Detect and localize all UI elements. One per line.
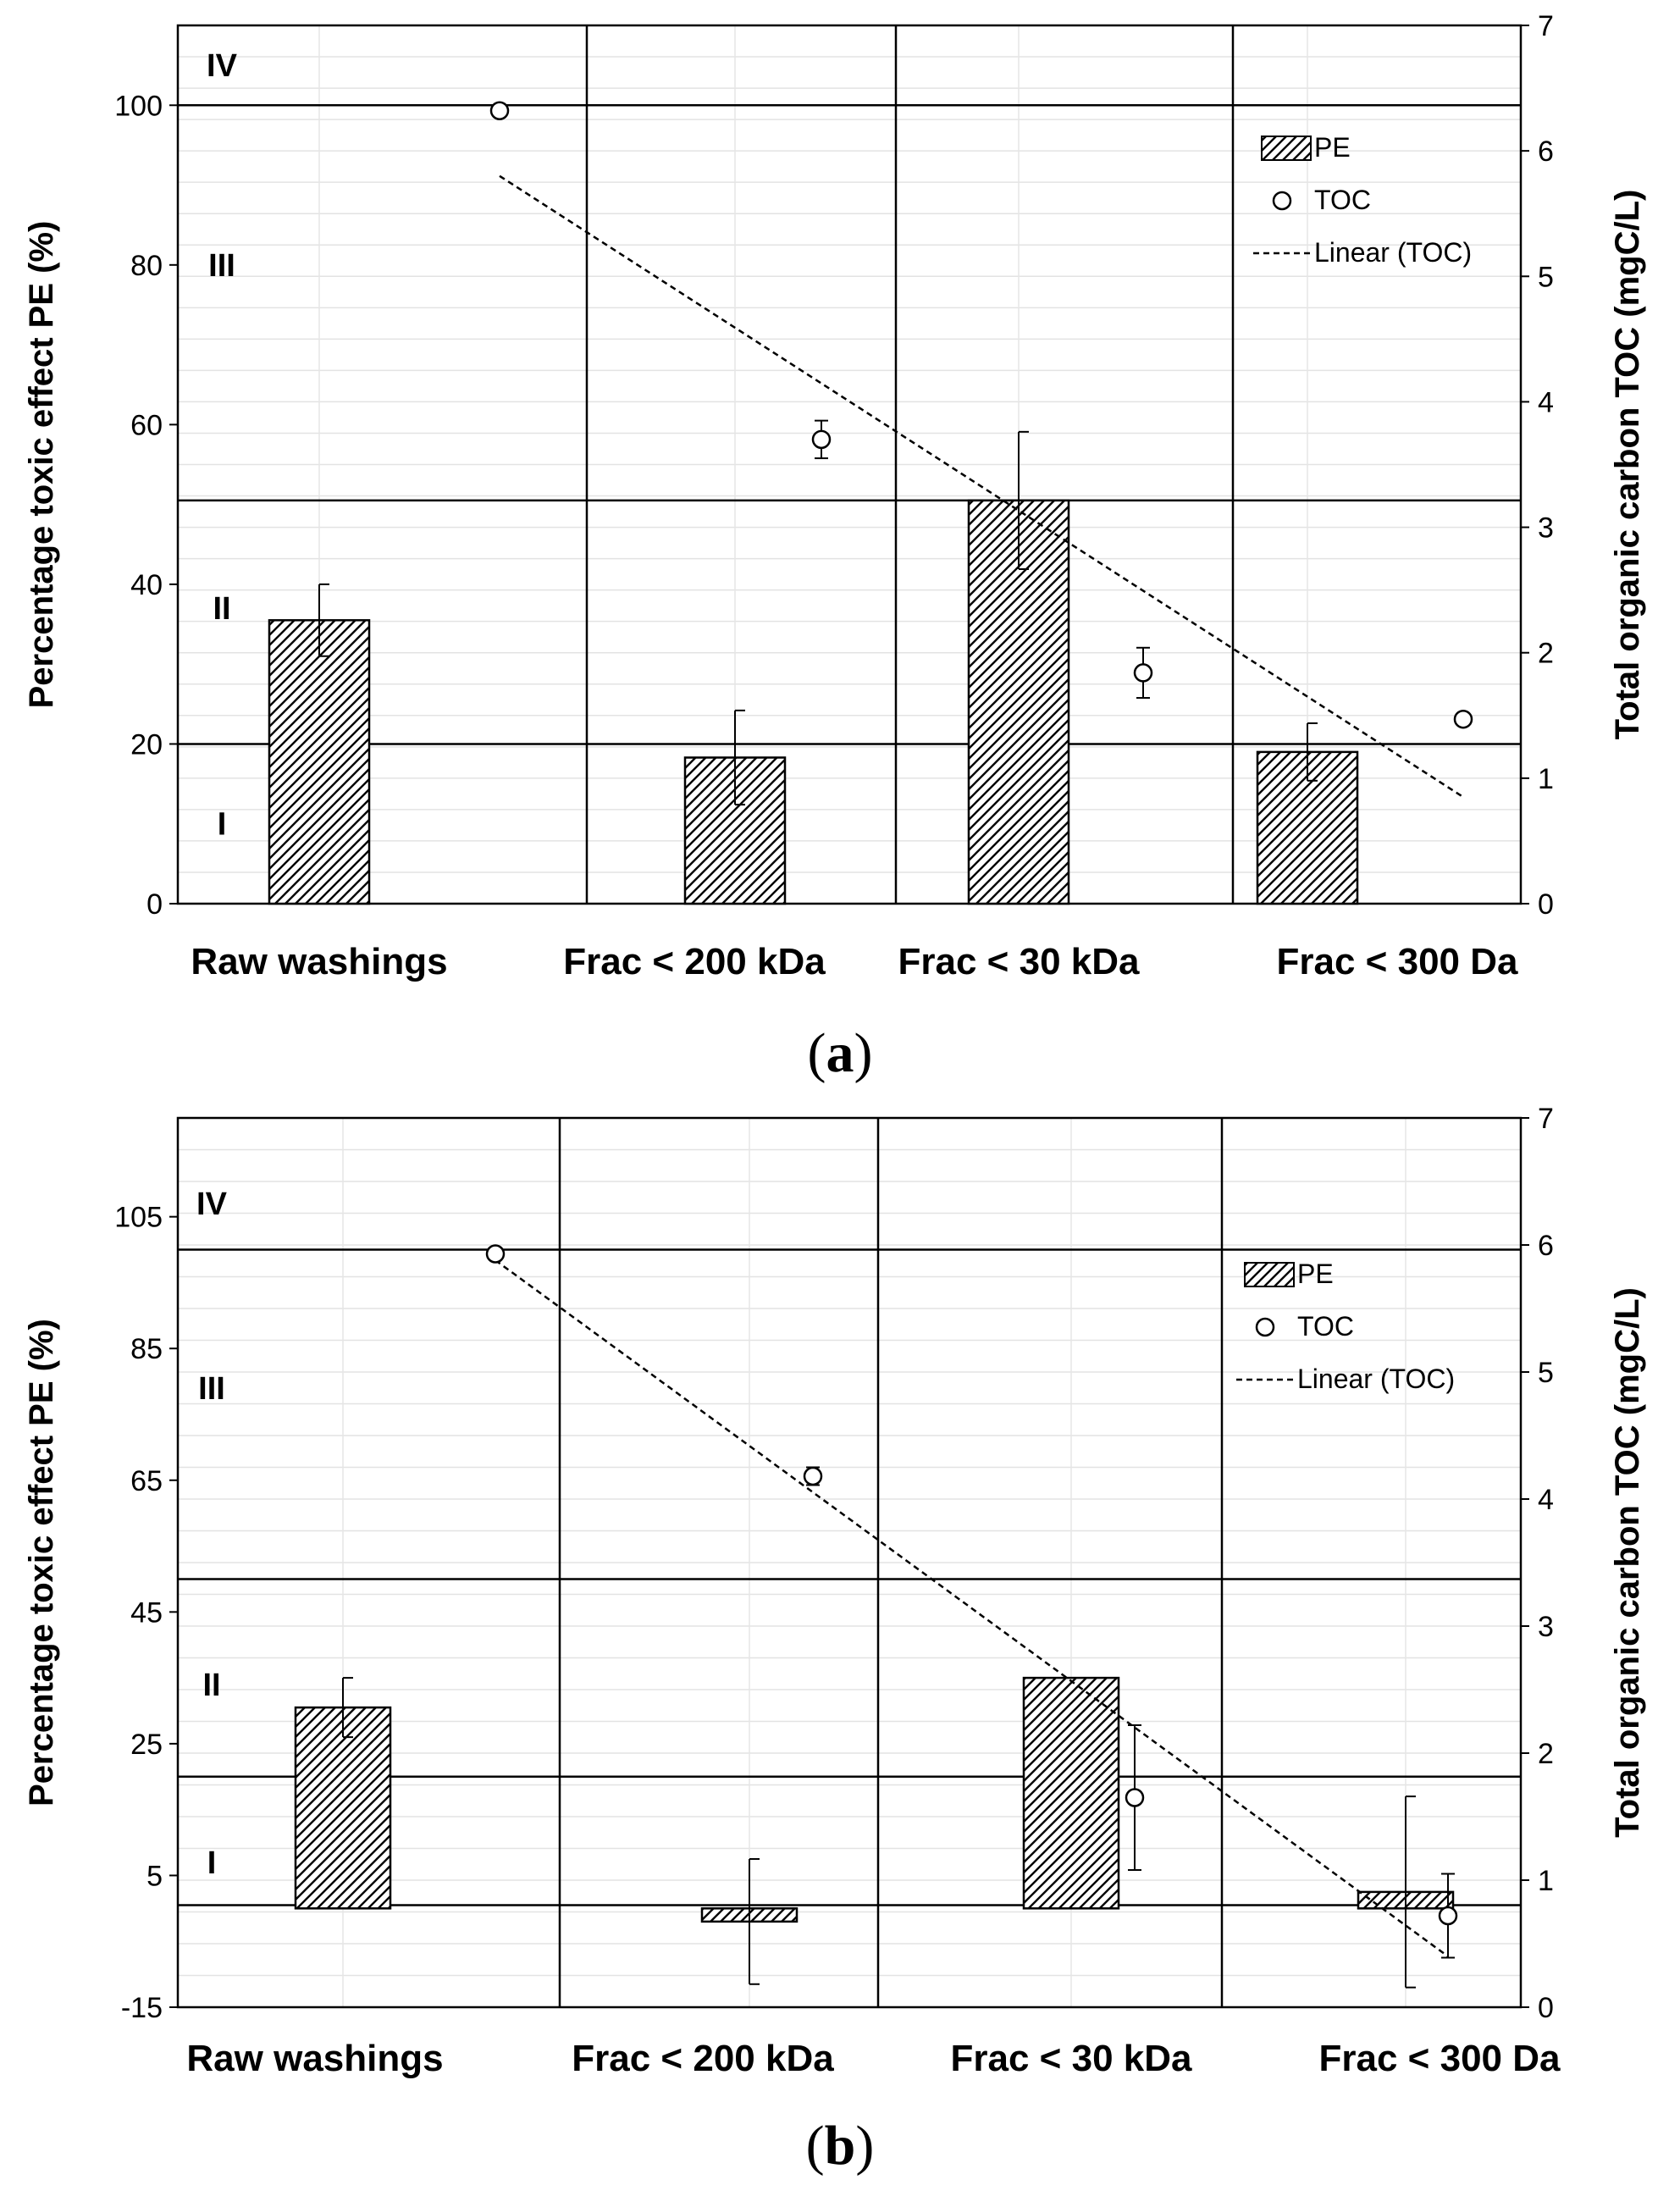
category-label: Frac < 200 kDa [563, 941, 826, 982]
y-tick-label: 0 [146, 888, 163, 921]
zone-label: IV [207, 48, 238, 84]
zone-label: I [218, 807, 227, 843]
y-tick-label: 105 [114, 1202, 163, 1234]
toc-linear-trendline [499, 174, 1464, 799]
y2-tick-label: 7 [1538, 1103, 1554, 1135]
legend-trendline-label: Linear (TOC) [1297, 1364, 1455, 1394]
plot-frame [176, 1116, 1522, 2009]
legend-toc-label: TOC [1297, 1311, 1354, 1342]
toc-point [1125, 1788, 1145, 1807]
toc-point [489, 101, 510, 120]
legend-toc-label: TOC [1314, 185, 1371, 215]
zone-label: I [207, 1845, 217, 1881]
y2-tick-label: 2 [1538, 638, 1554, 670]
legend-pe-label: PE [1314, 132, 1351, 163]
toc-point [1133, 663, 1153, 683]
y2-tick-label: 6 [1538, 1230, 1554, 1262]
y2-tick-label: 3 [1538, 1611, 1554, 1643]
panel-label: (b) [806, 2115, 875, 2177]
y-tick-label: 85 [130, 1333, 163, 1365]
y2-tick-label: 4 [1538, 1484, 1554, 1516]
y2-tick-label: 3 [1538, 512, 1554, 545]
legend-toc-marker [1272, 191, 1292, 211]
y-tick-label: -15 [121, 1992, 163, 2024]
y2-tick-label: 7 [1538, 10, 1554, 42]
pe-bar [1022, 1676, 1120, 1910]
category-label: Frac < 30 kDa [898, 941, 1140, 982]
zone-label: III [208, 248, 235, 284]
legend-toc-marker [1255, 1317, 1275, 1337]
legend-trendline-label: Linear (TOC) [1314, 237, 1472, 268]
y2-tick-label: 5 [1538, 1357, 1554, 1389]
toc-point [803, 1466, 823, 1486]
y-tick-label: 60 [130, 409, 163, 441]
zone-label: II [202, 1668, 220, 1703]
legend-pe-swatch [1244, 1262, 1295, 1287]
y2-tick-label: 0 [1538, 888, 1554, 921]
y2-tick-label: 4 [1538, 386, 1554, 418]
y-tick-label: 5 [146, 1860, 163, 1892]
y-tick-label: 20 [130, 728, 163, 761]
toc-point [485, 1244, 506, 1264]
y2-tick-label: 1 [1538, 763, 1554, 795]
category-label: Frac < 200 kDa [572, 2038, 834, 2079]
y-axis-title: Percentage toxic effect PE (%) [23, 221, 60, 709]
y2-tick-label: 1 [1538, 1865, 1554, 1897]
y-tick-label: 45 [130, 1596, 163, 1629]
y-tick-label: 100 [114, 90, 163, 122]
y-tick-label: 40 [130, 569, 163, 601]
zone-label: II [213, 591, 230, 627]
category-label: Raw washings [191, 941, 447, 982]
category-label: Raw washings [186, 2038, 443, 2079]
pe-bar [268, 619, 371, 905]
y2-tick-label: 0 [1538, 1992, 1554, 2024]
panel-label: (a) [808, 1022, 873, 1084]
y2-axis-title: Total organic carbon TOC (mgC/L) [1609, 1287, 1646, 1838]
category-label: Frac < 300 Da [1277, 941, 1518, 982]
legend-pe-label: PE [1297, 1259, 1334, 1289]
y-tick-label: 65 [130, 1465, 163, 1497]
y-tick-label: 80 [130, 250, 163, 282]
zone-label: III [198, 1371, 225, 1407]
category-label: Frac < 30 kDa [951, 2038, 1192, 2079]
plot-frame [176, 24, 1522, 905]
y-axis-title: Percentage toxic effect PE (%) [23, 1319, 60, 1806]
y2-axis-title: Total organic carbon TOC (mgC/L) [1609, 190, 1646, 740]
y2-tick-label: 6 [1538, 136, 1554, 168]
category-label: Frac < 300 Da [1319, 2038, 1561, 2079]
y2-tick-label: 2 [1538, 1738, 1554, 1770]
toc-point [1453, 709, 1473, 729]
y2-tick-label: 5 [1538, 261, 1554, 293]
legend-pe-swatch [1261, 136, 1312, 161]
y-tick-label: 25 [130, 1729, 163, 1761]
toc-linear-trendline [495, 1259, 1449, 1958]
toc-point [811, 429, 832, 450]
toc-point [1438, 1906, 1458, 1926]
zone-label: IV [196, 1187, 228, 1222]
